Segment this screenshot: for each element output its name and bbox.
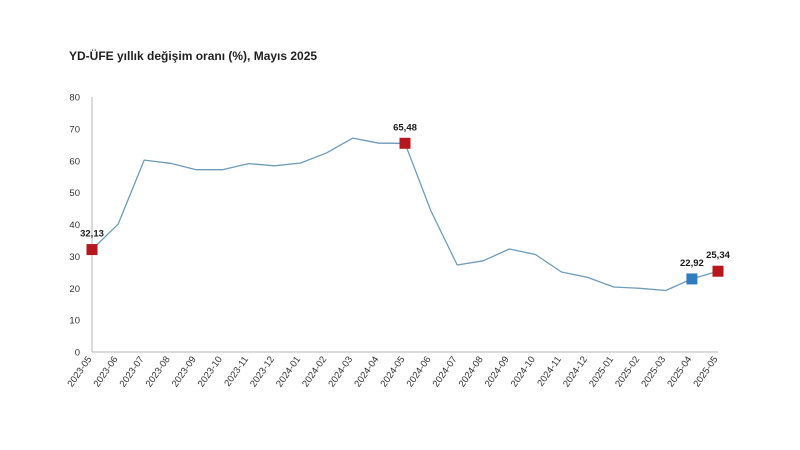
x-tick-label: 2025-05 — [691, 354, 720, 389]
highlight-marker — [712, 265, 724, 277]
y-tick-label: 40 — [69, 220, 80, 231]
axes — [91, 97, 718, 353]
x-tick-label: 2025-04 — [665, 354, 694, 389]
y-tick-label: 80 — [69, 93, 80, 104]
x-tick-label: 2024-11 — [535, 354, 564, 388]
x-tick-label: 2023-09 — [170, 354, 199, 389]
x-tick-label: 2023-12 — [248, 354, 277, 389]
y-tick-label: 30 — [69, 252, 80, 263]
chart-title: YD-ÜFE yıllık değişim oranı (%), Mayıs 2… — [69, 49, 318, 63]
x-tick-label: 2023-07 — [118, 354, 147, 389]
x-tick-labels: 2023-052023-062023-072023-082023-092023-… — [65, 354, 720, 389]
x-tick-label: 2023-11 — [222, 354, 251, 388]
data-label: 65,48 — [393, 122, 417, 133]
y-tick-labels: 0 10 20 30 40 50 60 70 80 — [69, 93, 80, 359]
highlight-marker — [686, 273, 698, 285]
data-label: 32,13 — [80, 229, 104, 240]
x-tick-label: 2024-04 — [352, 354, 381, 389]
x-tick-label: 2025-03 — [639, 354, 668, 389]
x-tick-label: 2023-08 — [144, 354, 173, 389]
series-line — [91, 137, 719, 292]
y-tick-label: 50 — [69, 188, 80, 199]
x-tick-label: 2024-01 — [274, 354, 303, 389]
x-tick-label: 2024-05 — [378, 354, 407, 389]
x-tick-label: 2024-08 — [457, 354, 486, 389]
y-tick-label: 0 — [75, 348, 80, 359]
series-layer — [91, 137, 719, 292]
x-tick-label: 2025-01 — [587, 354, 616, 389]
x-tick-label: 2023-06 — [92, 354, 121, 389]
x-tick-label: 2025-02 — [613, 354, 642, 389]
y-tick-label: 20 — [69, 284, 80, 295]
x-tick-label: 2024-12 — [561, 354, 590, 389]
y-tick-label: 10 — [69, 316, 80, 327]
x-tick-label: 2024-02 — [300, 354, 329, 389]
highlight-marker — [399, 137, 411, 149]
x-tick-label: 2024-06 — [405, 354, 434, 389]
x-tick-label: 2023-05 — [65, 354, 94, 389]
data-label: 25,34 — [706, 250, 730, 261]
x-tick-label: 2024-07 — [431, 354, 460, 389]
x-tick-label: 2024-10 — [509, 354, 538, 389]
highlight-markers — [86, 137, 724, 285]
highlight-marker — [86, 244, 98, 256]
data-label: 22,92 — [680, 258, 704, 269]
x-tick-label: 2024-03 — [326, 354, 355, 389]
y-tick-label: 60 — [69, 156, 80, 167]
y-tick-label: 70 — [69, 124, 80, 135]
x-tick-label: 2024-09 — [483, 354, 512, 389]
x-tick-label: 2023-10 — [196, 354, 225, 389]
